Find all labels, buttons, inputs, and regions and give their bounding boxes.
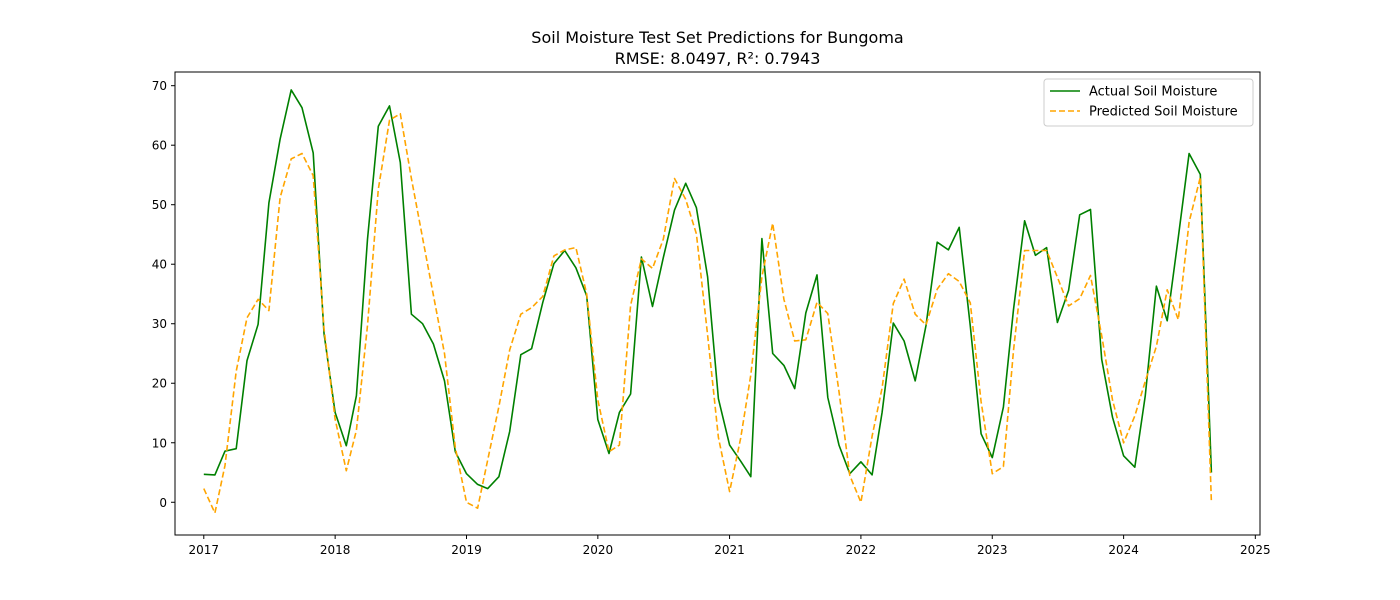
- x-tick-label: 2023: [977, 543, 1008, 557]
- x-tick-label: 2022: [846, 543, 877, 557]
- y-tick-label: 70: [152, 79, 167, 93]
- legend-box: [1043, 78, 1254, 127]
- y-tick-label: 60: [152, 139, 167, 153]
- y-tick-label: 20: [152, 377, 167, 391]
- legend-label-predicted: Predicted Soil Moisture: [1089, 105, 1238, 120]
- legend-label-actual: Actual Soil Moisture: [1089, 85, 1217, 100]
- x-tick-label: 2021: [714, 543, 745, 557]
- y-tick-label: 10: [152, 436, 167, 450]
- x-axis: 2017 2018 2019 2020 2021 2022 2023 2024 2025: [189, 535, 1271, 557]
- series-line-actual: [203, 89, 1213, 490]
- x-tick-label: 2017: [189, 543, 220, 557]
- x-tick-label: 2018: [320, 543, 351, 557]
- x-tick-label: 2024: [1108, 543, 1139, 557]
- chart-title: Soil Moisture Test Set Predictions for B…: [531, 28, 903, 47]
- y-tick-label: 30: [152, 317, 167, 331]
- y-tick-label: 0: [159, 496, 167, 510]
- x-tick-label: 2025: [1240, 543, 1271, 557]
- series-layer: [203, 89, 1213, 514]
- y-tick-label: 50: [152, 198, 167, 212]
- y-axis: 0 10 20 30 40 50 60 70: [152, 79, 175, 510]
- series-line-predicted: [203, 112, 1213, 514]
- x-tick-label: 2020: [583, 543, 614, 557]
- plot-frame: [174, 71, 1261, 536]
- y-tick-label: 40: [152, 258, 167, 272]
- legend: Actual Soil Moisture Predicted Soil Mois…: [1043, 78, 1254, 127]
- chart-subtitle: RMSE: 8.0497, R²: 0.7943: [615, 49, 821, 68]
- x-tick-label: 2019: [451, 543, 482, 557]
